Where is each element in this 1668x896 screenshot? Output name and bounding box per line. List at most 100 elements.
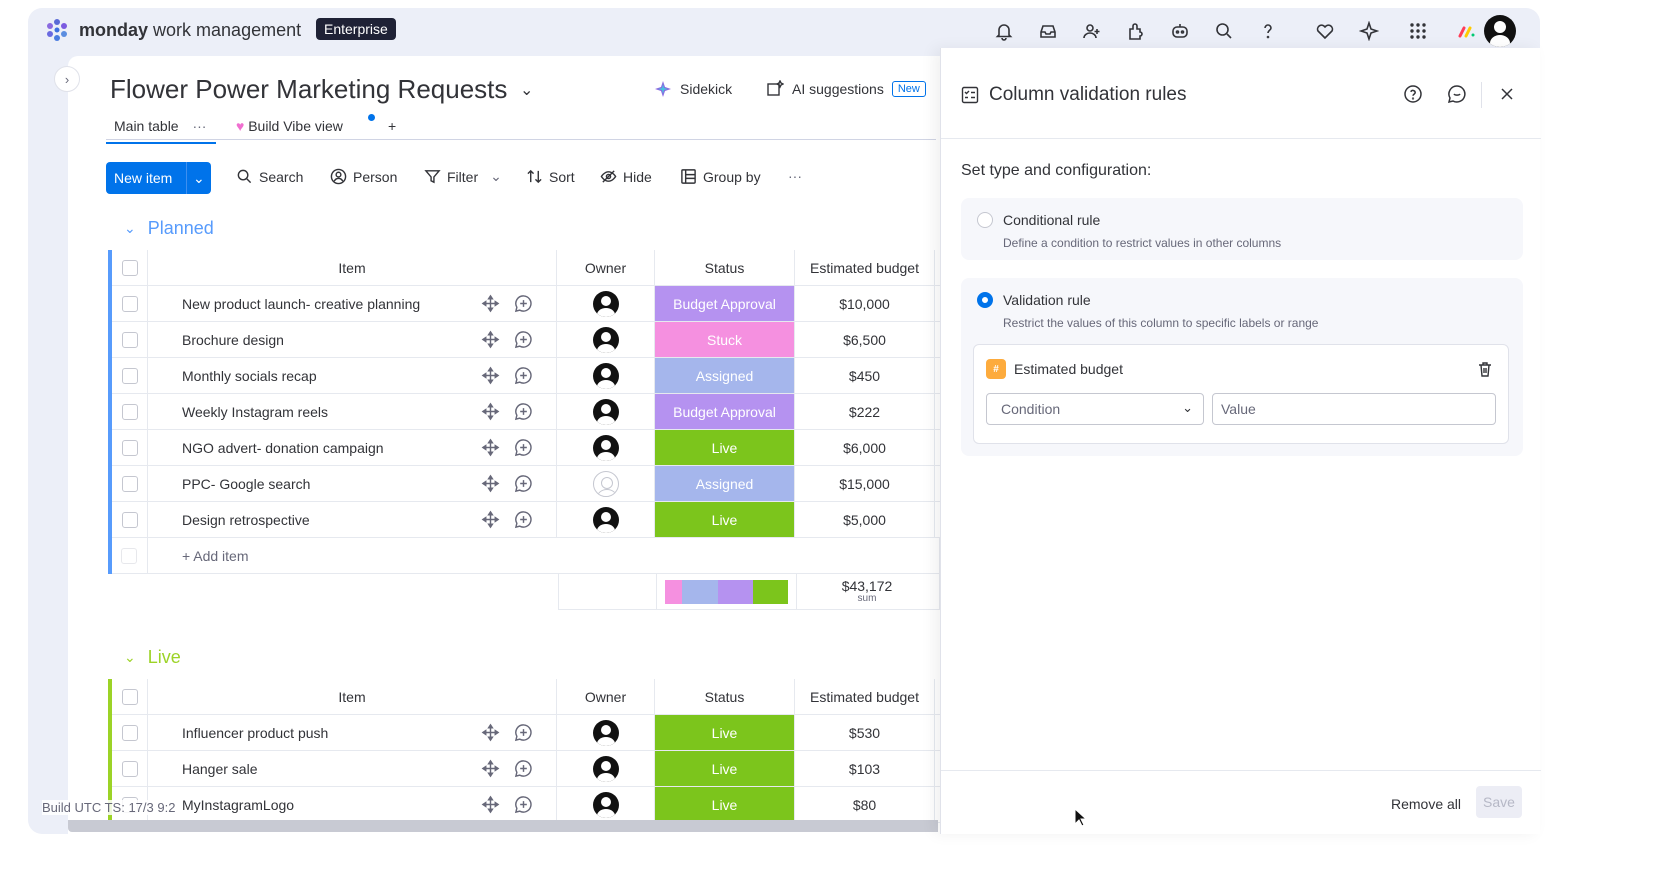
remove-all-button[interactable]: Remove all — [1391, 796, 1462, 812]
status-label[interactable]: Assigned — [655, 358, 795, 393]
hide-button[interactable]: Hide — [600, 168, 652, 185]
table-row[interactable]: PPC- Google search Assigned $15,000 — [112, 466, 940, 502]
value-input[interactable]: Value — [1212, 393, 1496, 425]
add-view-button[interactable]: + — [388, 118, 397, 134]
status-label[interactable]: Budget Approval — [655, 286, 795, 321]
add-update-icon[interactable] — [514, 402, 533, 421]
column-header-owner[interactable]: Owner — [557, 679, 655, 714]
item-name[interactable]: Weekly Instagram reels — [182, 403, 329, 420]
item-name[interactable]: New product launch- creative planning — [182, 295, 421, 312]
robot-icon[interactable] — [1169, 20, 1191, 42]
row-checkbox-cell[interactable] — [112, 394, 148, 429]
status-label[interactable]: Live — [655, 751, 795, 786]
status-label[interactable]: Assigned — [655, 466, 795, 501]
help-icon[interactable] — [1403, 84, 1425, 106]
add-update-icon[interactable] — [514, 438, 533, 457]
expand-item-icon[interactable] — [481, 366, 500, 385]
expand-item-icon[interactable] — [481, 330, 500, 349]
item-name[interactable]: Design retrospective — [182, 511, 310, 528]
row-checkbox[interactable] — [121, 403, 138, 420]
expand-item-icon[interactable] — [481, 294, 500, 313]
owner-avatar[interactable] — [592, 506, 619, 533]
row-checkbox[interactable] — [121, 760, 138, 777]
row-checkbox[interactable] — [121, 439, 138, 456]
add-update-icon[interactable] — [514, 330, 533, 349]
row-checkbox-cell[interactable] — [112, 715, 148, 750]
owner-avatar[interactable] — [592, 398, 619, 425]
row-checkbox-cell[interactable] — [112, 430, 148, 465]
select-all-checkbox[interactable] — [121, 259, 138, 276]
invite-user-icon[interactable] — [1081, 20, 1103, 42]
column-header-item[interactable]: Item — [148, 679, 557, 714]
budget-value[interactable]: $530 — [795, 715, 935, 750]
owner-avatar[interactable] — [592, 434, 619, 461]
row-checkbox-cell[interactable] — [112, 502, 148, 537]
item-name[interactable]: PPC- Google search — [182, 475, 311, 492]
conditional-rule-option[interactable]: Conditional rule Define a condition to r… — [961, 198, 1523, 260]
status-label[interactable]: Live — [655, 715, 795, 750]
budget-value[interactable]: $15,000 — [795, 466, 935, 501]
column-header-item[interactable]: Item — [148, 250, 557, 285]
owner-cell[interactable] — [557, 394, 655, 429]
chevron-down-icon[interactable]: ⌄ — [490, 168, 502, 184]
help-icon[interactable] — [1257, 20, 1279, 42]
expand-item-icon[interactable] — [481, 402, 500, 421]
tab-build-vibe-view[interactable]: ♥ Build Vibe view — [236, 118, 343, 134]
status-label[interactable]: Live — [655, 502, 795, 537]
add-item-row[interactable]: + Add item — [112, 538, 940, 574]
empty-person-icon[interactable] — [592, 470, 619, 497]
column-header-status[interactable]: Status — [655, 250, 795, 285]
expand-item-icon[interactable] — [481, 723, 500, 742]
table-row[interactable]: New product launch- creative planning Bud… — [112, 286, 940, 322]
owner-cell[interactable] — [557, 715, 655, 750]
budget-value[interactable]: $80 — [795, 787, 935, 822]
search-button[interactable]: Search — [236, 168, 303, 185]
table-row[interactable]: Weekly Instagram reels Budget Approval $22… — [112, 394, 940, 430]
item-name[interactable]: Influencer product push — [182, 724, 329, 741]
budget-value[interactable]: $10,000 — [795, 286, 935, 321]
validation-rule-option[interactable]: Validation rule Restrict the values of t… — [961, 278, 1523, 456]
status-distribution-bar[interactable] — [664, 579, 789, 604]
select-all-checkbox[interactable] — [121, 688, 138, 705]
budget-value[interactable]: $222 — [795, 394, 935, 429]
item-name[interactable]: Brochure design — [182, 331, 284, 348]
bell-icon[interactable] — [993, 20, 1015, 42]
group-title[interactable]: Live — [147, 647, 181, 667]
owner-avatar[interactable] — [592, 290, 619, 317]
user-avatar[interactable] — [1484, 15, 1516, 47]
tab-main-table[interactable]: Main table ··· — [106, 118, 216, 144]
inbox-icon[interactable] — [1037, 20, 1059, 42]
apps-icon[interactable] — [1125, 20, 1147, 42]
add-update-icon[interactable] — [514, 366, 533, 385]
filter-button[interactable]: Filter ⌄ — [424, 168, 502, 185]
owner-cell[interactable] — [557, 466, 655, 501]
owner-cell[interactable] — [557, 751, 655, 786]
add-update-icon[interactable] — [514, 510, 533, 529]
row-checkbox[interactable] — [121, 331, 138, 348]
expand-item-icon[interactable] — [481, 759, 500, 778]
chevron-down-icon[interactable]: ⌄ — [186, 162, 205, 194]
owner-cell[interactable] — [557, 502, 655, 537]
add-update-icon[interactable] — [514, 759, 533, 778]
owner-cell[interactable] — [557, 358, 655, 393]
add-update-icon[interactable] — [514, 723, 533, 742]
row-checkbox[interactable] — [121, 511, 138, 528]
monday-logo-icon[interactable] — [44, 17, 70, 43]
sidekick-button[interactable]: Sidekick — [654, 80, 732, 98]
row-checkbox[interactable] — [121, 295, 138, 312]
expand-item-icon[interactable] — [481, 474, 500, 493]
condition-dropdown[interactable]: Condition ⌄ — [986, 393, 1204, 425]
table-row[interactable]: Brochure design Stuck $6,500 — [112, 322, 940, 358]
add-update-icon[interactable] — [514, 474, 533, 493]
status-label[interactable]: Live — [655, 430, 795, 465]
owner-cell[interactable] — [557, 787, 655, 822]
table-row[interactable]: Hanger sale Live $103 — [112, 751, 940, 787]
expand-sidebar-icon[interactable]: › — [54, 66, 80, 92]
tab-more-icon[interactable]: ··· — [192, 118, 207, 134]
status-label[interactable]: Stuck — [655, 322, 795, 357]
owner-avatar[interactable] — [592, 719, 619, 746]
budget-value[interactable]: $5,000 — [795, 502, 935, 537]
budget-value[interactable]: $450 — [795, 358, 935, 393]
grid-icon[interactable] — [1407, 20, 1429, 42]
ai-suggestions-button[interactable]: AI suggestions New — [766, 80, 926, 98]
